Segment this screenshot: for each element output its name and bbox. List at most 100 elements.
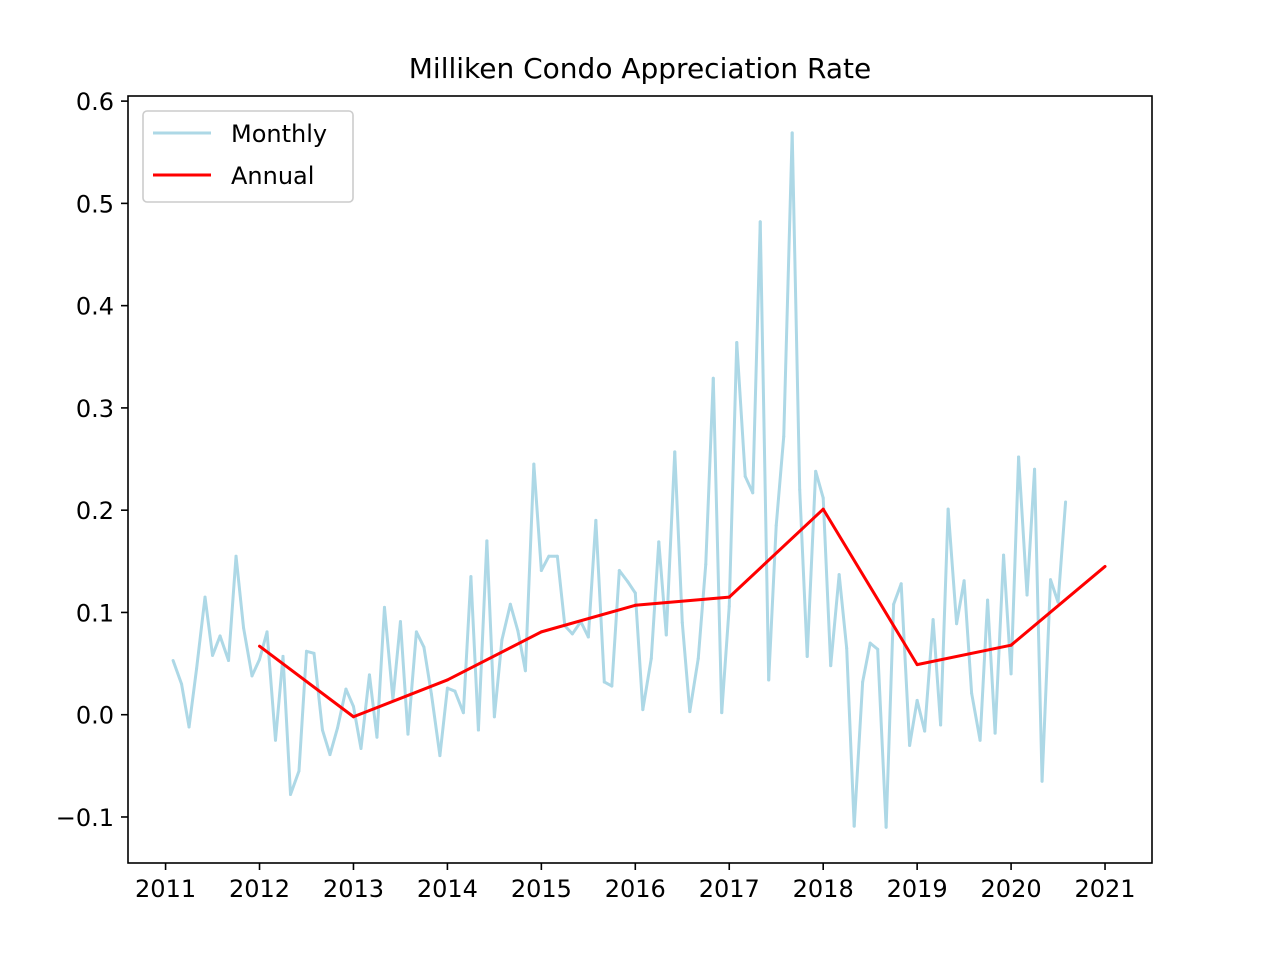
monthly-segment bbox=[837, 573, 849, 650]
monthly-segment bbox=[344, 687, 355, 709]
monthly-segment bbox=[227, 554, 238, 663]
monthly-segment bbox=[539, 554, 551, 573]
series-monthly bbox=[171, 131, 1068, 829]
monthly-segment bbox=[485, 539, 496, 719]
monthly-segment bbox=[657, 540, 668, 637]
plot-area bbox=[171, 131, 1107, 829]
monthly-segment bbox=[767, 524, 778, 682]
monthly-segment bbox=[1049, 578, 1060, 604]
monthly-segment bbox=[711, 376, 724, 715]
monthly-segment bbox=[461, 575, 473, 715]
monthly-segment bbox=[429, 692, 442, 758]
monthly-segment bbox=[923, 618, 935, 733]
x-tick-label: 2011 bbox=[135, 875, 196, 903]
monthly-segment bbox=[281, 654, 293, 796]
annual-segment bbox=[633, 595, 731, 607]
series-annual bbox=[258, 507, 1107, 719]
monthly-segment bbox=[735, 340, 747, 478]
monthly-segment bbox=[211, 634, 222, 657]
monthly-segment bbox=[438, 686, 449, 758]
legend-label-monthly: Monthly bbox=[231, 120, 327, 148]
monthly-segment bbox=[1002, 553, 1013, 676]
monthly-segment bbox=[250, 657, 262, 678]
monthly-segment bbox=[1017, 455, 1029, 597]
monthly-segment bbox=[782, 131, 794, 439]
monthly-segment bbox=[351, 705, 363, 750]
monthly-segment bbox=[406, 630, 418, 736]
monthly-segment bbox=[414, 630, 426, 649]
monthly-segment bbox=[375, 605, 386, 739]
monthly-segment bbox=[680, 621, 692, 714]
monthly-segment bbox=[688, 656, 700, 714]
monthly-segment bbox=[939, 507, 950, 727]
annual-segment bbox=[821, 507, 919, 667]
y-tick-label: −0.1 bbox=[56, 804, 114, 832]
monthly-segment bbox=[805, 469, 818, 658]
monthly-segment bbox=[704, 376, 715, 566]
monthly-segment bbox=[664, 450, 677, 637]
monthly-segment bbox=[649, 540, 661, 660]
monthly-segment bbox=[962, 579, 974, 695]
x-tick-label: 2015 bbox=[511, 875, 572, 903]
monthly-segment bbox=[617, 569, 630, 584]
monthly-segment bbox=[758, 220, 771, 682]
x-tick-label: 2017 bbox=[699, 875, 760, 903]
y-tick-label: 0.5 bbox=[76, 190, 114, 218]
monthly-segment bbox=[203, 595, 215, 657]
monthly-segment bbox=[563, 624, 574, 636]
monthly-segment bbox=[328, 726, 339, 757]
monthly-segment bbox=[508, 602, 520, 633]
monthly-segment bbox=[884, 602, 896, 829]
monthly-segment bbox=[852, 680, 865, 828]
monthly-segment bbox=[532, 462, 543, 573]
x-axis: 2011 2012 2013 2014 2015 2016 2017 2018 2019 2020… bbox=[135, 863, 1136, 903]
monthly-segment bbox=[868, 641, 880, 651]
monthly-segment bbox=[790, 131, 802, 492]
monthly-segment bbox=[876, 647, 888, 829]
monthly-segment bbox=[273, 654, 285, 742]
y-tick-label: 0.3 bbox=[76, 395, 114, 423]
annual-segment bbox=[915, 643, 1013, 667]
axes-frame bbox=[127, 95, 1153, 864]
x-tick-label: 2020 bbox=[981, 875, 1042, 903]
monthly-segment bbox=[633, 591, 645, 712]
monthly-segment bbox=[500, 602, 512, 642]
monthly-segment bbox=[234, 554, 246, 630]
monthly-segment bbox=[289, 769, 301, 796]
y-tick-label: 0.2 bbox=[76, 497, 114, 525]
x-tick-label: 2014 bbox=[417, 875, 478, 903]
annual-segment bbox=[1009, 564, 1107, 647]
monthly-segment bbox=[398, 620, 410, 736]
monthly-segment bbox=[986, 598, 997, 735]
monthly-segment bbox=[727, 340, 739, 608]
x-tick-label: 2021 bbox=[1074, 875, 1135, 903]
y-tick-label: 0.0 bbox=[76, 702, 114, 730]
legend-label-annual: Annual bbox=[231, 162, 314, 190]
monthly-segment bbox=[641, 656, 653, 712]
monthly-segment bbox=[367, 673, 379, 739]
monthly-segment bbox=[516, 629, 527, 673]
monthly-segment bbox=[258, 630, 269, 661]
monthly-segment bbox=[180, 682, 191, 729]
monthly-segment bbox=[955, 579, 966, 626]
x-tick-label: 2012 bbox=[229, 875, 290, 903]
monthly-segment bbox=[453, 689, 465, 715]
monthly-segment bbox=[899, 582, 912, 747]
monthly-segment bbox=[993, 553, 1006, 735]
monthly-segment bbox=[555, 554, 567, 628]
monthly-segment bbox=[814, 469, 825, 500]
x-tick-label: 2018 bbox=[793, 875, 854, 903]
monthly-segment bbox=[1033, 467, 1044, 783]
monthly-segment bbox=[821, 496, 833, 668]
monthly-segment bbox=[626, 580, 637, 595]
monthly-segment bbox=[845, 646, 856, 828]
monthly-segment bbox=[594, 518, 606, 684]
monthly-segment bbox=[751, 220, 762, 495]
monthly-segment bbox=[774, 435, 786, 528]
x-tick-label: 2019 bbox=[887, 875, 948, 903]
monthly-segment bbox=[946, 507, 959, 626]
monthly-segment bbox=[978, 598, 990, 742]
annual-segment bbox=[539, 603, 637, 634]
